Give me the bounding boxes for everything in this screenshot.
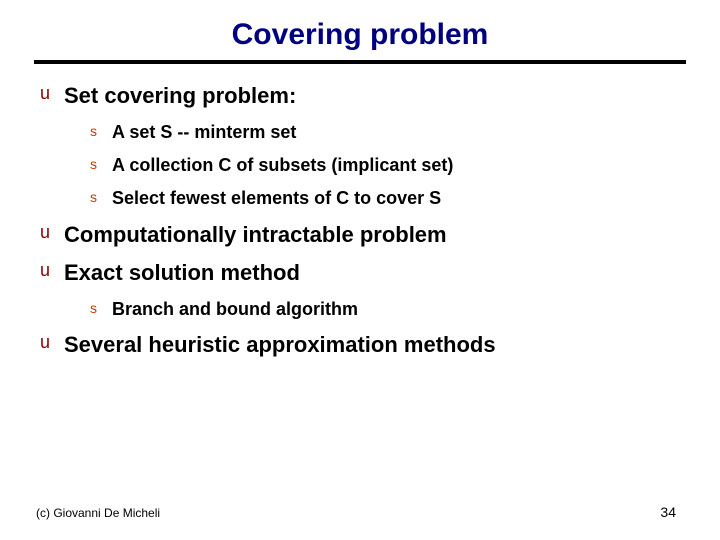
bullet-level2-icon: s (90, 154, 112, 175)
page-number: 34 (660, 504, 676, 520)
list-item: u Several heuristic approximation method… (40, 331, 686, 360)
list-item: s A set S -- minterm set (90, 121, 686, 144)
list-item-text: Branch and bound algorithm (112, 298, 358, 321)
list-item-text: A set S -- minterm set (112, 121, 296, 144)
list-item-text: Select fewest elements of C to cover S (112, 187, 441, 210)
list-item: s Select fewest elements of C to cover S (90, 187, 686, 210)
footer-copyright: (c) Giovanni De Micheli (36, 506, 160, 520)
list-item: s A collection C of subsets (implicant s… (90, 154, 686, 177)
bullet-level1-icon: u (40, 82, 64, 105)
bullet-level2-icon: s (90, 298, 112, 319)
list-item: u Computationally intractable problem (40, 221, 686, 250)
bullet-level1-icon: u (40, 259, 64, 282)
list-item: s Branch and bound algorithm (90, 298, 686, 321)
list-item-text: Exact solution method (64, 259, 300, 288)
slide-body: u Set covering problem: s A set S -- min… (34, 82, 686, 360)
list-item-text: Computationally intractable problem (64, 221, 447, 250)
bullet-level1-icon: u (40, 331, 64, 354)
list-item-text: Set covering problem: (64, 82, 296, 111)
bullet-level2-icon: s (90, 121, 112, 142)
bullet-level1-icon: u (40, 221, 64, 244)
list-item: u Set covering problem: (40, 82, 686, 111)
list-item-text: A collection C of subsets (implicant set… (112, 154, 453, 177)
title-divider (34, 60, 686, 64)
slide: Covering problem u Set covering problem:… (0, 0, 720, 540)
bullet-level2-icon: s (90, 187, 112, 208)
list-item: u Exact solution method (40, 259, 686, 288)
list-item-text: Several heuristic approximation methods (64, 331, 496, 360)
slide-title: Covering problem (34, 18, 686, 52)
